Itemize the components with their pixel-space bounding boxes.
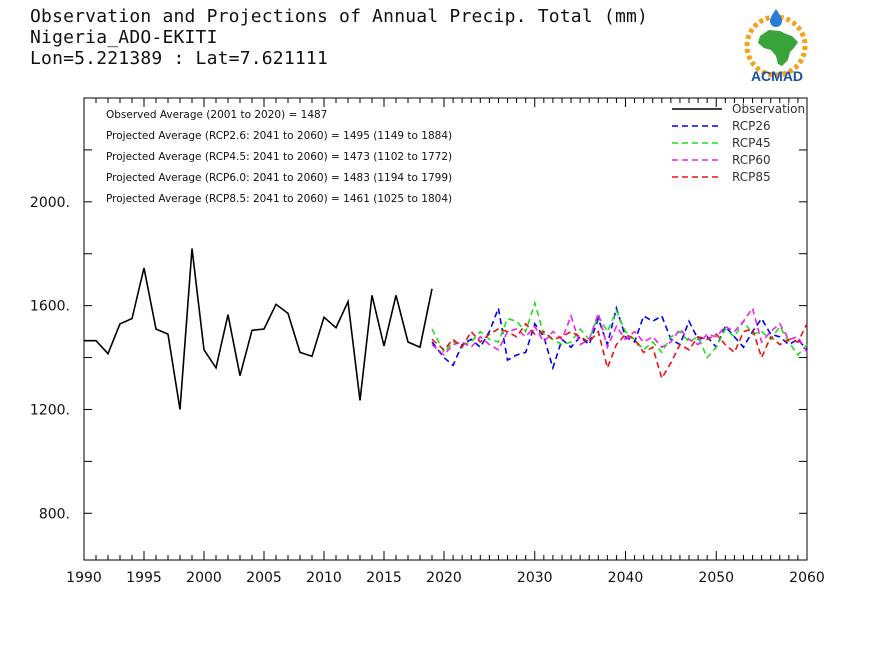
average-annotation: Projected Average (RCP6.0: 2041 to 2060)… xyxy=(106,172,452,184)
y-tick-label: 1600. xyxy=(30,299,70,315)
y-tick-label: 1200. xyxy=(30,402,70,418)
series-line-rcp45 xyxy=(431,300,808,360)
series-line-rcp60 xyxy=(431,306,808,357)
logo-text: ACMAD xyxy=(751,68,803,84)
average-annotation: Projected Average (RCP2.6: 2041 to 2060)… xyxy=(106,130,452,142)
average-annotation: Projected Average (RCP8.5: 2041 to 2060)… xyxy=(106,193,452,205)
x-tick-label: 2005 xyxy=(246,570,282,586)
y-tick-label: 2000. xyxy=(30,195,70,211)
x-tick-label: 2010 xyxy=(306,570,342,586)
series-line-observation xyxy=(84,248,433,410)
x-tick-label: 2030 xyxy=(517,570,553,586)
average-annotation: Projected Average (RCP4.5: 2041 to 2060)… xyxy=(106,151,452,163)
chart-title: Observation and Projections of Annual Pr… xyxy=(30,6,649,27)
x-tick-label: 2060 xyxy=(789,570,825,586)
x-tick-label: 2040 xyxy=(608,570,644,586)
legend-label-rcp60: RCP60 xyxy=(732,153,771,167)
x-tick-label: 2050 xyxy=(698,570,734,586)
coordinates-label: Lon=5.221389 : Lat=7.621111 xyxy=(30,48,328,69)
x-tick-label: 1990 xyxy=(66,570,102,586)
y-tick-label: 800. xyxy=(39,506,70,522)
x-tick-label: 2020 xyxy=(426,570,462,586)
legend-label-rcp45: RCP45 xyxy=(732,136,771,150)
plot-area-frame xyxy=(83,97,808,561)
legend-label-observation: Observation xyxy=(732,102,805,116)
x-tick-label: 2000 xyxy=(186,570,222,586)
acmad-logo: ACMAD xyxy=(744,9,808,84)
water-drop-icon xyxy=(770,9,782,27)
africa-map-icon xyxy=(758,30,798,66)
x-tick-label: 1995 xyxy=(126,570,162,586)
x-tick-label: 2015 xyxy=(366,570,402,586)
legend-label-rcp26: RCP26 xyxy=(732,119,771,133)
location-label: Nigeria_ADO-EKITI xyxy=(30,27,218,48)
chart-title-block: Observation and Projections of Annual Pr… xyxy=(30,6,648,69)
average-annotation: Observed Average (2001 to 2020) = 1487 xyxy=(106,109,327,121)
legend-label-rcp85: RCP85 xyxy=(732,170,771,184)
series-line-rcp85 xyxy=(431,322,808,381)
